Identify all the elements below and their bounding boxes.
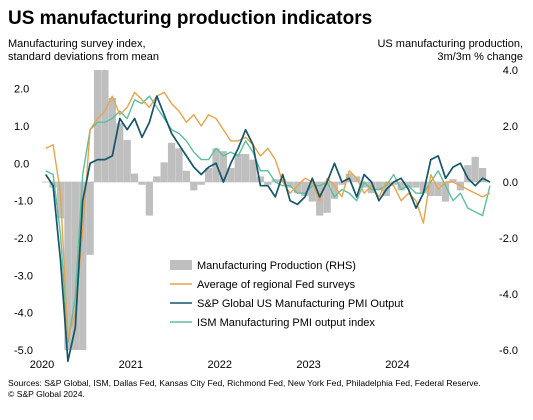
chart-title: US manufacturing production indicators [8,8,373,29]
x-tick-label: 2020 [30,359,54,371]
production-bar [219,151,228,182]
production-bar [108,98,116,182]
left-tick-label: -1.0 [14,196,33,208]
production-bar [175,148,183,182]
production-bar [367,182,376,194]
production-bar [404,182,413,188]
production-bar [93,70,102,182]
production-bar [79,182,87,350]
right-tick-label: -6.0 [499,345,518,357]
left-axis-title: Manufacturing survey index, standard dev… [8,38,160,63]
production-bar [116,123,124,182]
series-lines [44,91,491,363]
production-bar [397,182,405,191]
production-bar [227,168,235,182]
ism-pmi-line [45,95,491,344]
left-tick-label: -3.0 [14,270,33,282]
production-bar [441,182,450,202]
x-tick-label: 2021 [119,359,143,371]
production-bar [160,162,168,182]
production-bar [323,182,331,213]
x-tick-label: 2024 [385,359,409,371]
right-tick-label: 2.0 [503,121,518,133]
production-bar [101,70,109,182]
production-bar [249,159,257,182]
left-tick-label: 1.0 [14,121,29,133]
x-tick-label: 2022 [207,359,231,371]
left-axis-ticks: 2.0 1.0 0.0 -1.0 -2.0 -3.0 -4.0 -5.0 [14,84,33,357]
right-tick-label: 4.0 [503,65,518,77]
right-axis-ticks: 4.0 2.0 0.0 -2.0 -4.0 -6.0 [499,65,518,357]
legend-production: Manufacturing Production (RHS) [197,260,356,272]
production-bar [301,182,309,196]
production-bar [293,182,302,194]
production-bar [204,168,213,182]
legend-spglobal: S&P Global US Manufacturing PMI Output [197,298,403,310]
production-bar [71,182,79,350]
production-bar [464,165,472,182]
legend-fed: Average of regional Fed surveys [197,279,356,291]
production-bar [427,182,435,196]
production-bar [330,182,339,199]
production-bar [190,182,198,191]
right-tick-label: -4.0 [499,289,518,301]
production-bar [234,154,242,182]
production-bar [130,173,139,182]
production-bar [308,182,316,202]
production-bar [360,182,368,188]
fed-surveys-line [45,91,491,340]
production-bar [167,142,176,182]
production-bar [412,182,420,188]
production-bar [145,182,154,216]
legend-ism: ISM Manufacturing PMI output index [197,317,375,329]
production-bar [390,182,398,185]
production-bar [256,176,265,182]
left-tick-label: 2.0 [14,84,29,96]
production-bar [264,182,272,185]
production-bar [286,182,294,188]
right-tick-label: 0.0 [503,177,518,189]
right-tick-label: -2.0 [499,233,518,245]
production-bar [338,182,346,185]
production-bar [123,140,131,182]
left-tick-label: -2.0 [14,233,33,245]
spglobal-pmi-line [44,95,491,363]
production-bar [197,182,205,185]
legend-swatch [170,260,192,270]
chart-canvas: 2.0 1.0 0.0 -1.0 -2.0 -3.0 -4.0 -5.0 4.0 2.0 0.0 -… [14,65,518,371]
sources-note: Sources: S&P Global, ISM, Dallas Fed, Ka… [8,378,481,399]
production-bar [449,179,457,182]
left-tick-label: -4.0 [14,308,33,320]
production-bar [242,154,250,182]
production-bar [375,182,383,191]
production-bar [478,168,487,182]
left-tick-label: -5.0 [14,345,33,357]
production-bar [471,156,479,182]
production-bar [86,182,94,255]
x-axis-ticks: 2020 2021 2022 2023 2024 [30,359,410,371]
production-bar [419,182,427,194]
legend: Manufacturing Production (RHS) Average of… [170,260,403,329]
production-bar [153,176,161,182]
production-bar [182,170,191,182]
right-axis-title: US manufacturing production, 3m/3m % cha… [377,38,523,63]
left-tick-label: 0.0 [14,158,29,170]
production-bar [138,182,146,185]
x-tick-label: 2023 [296,359,320,371]
production-bar [64,182,72,350]
production-bar [271,179,279,182]
